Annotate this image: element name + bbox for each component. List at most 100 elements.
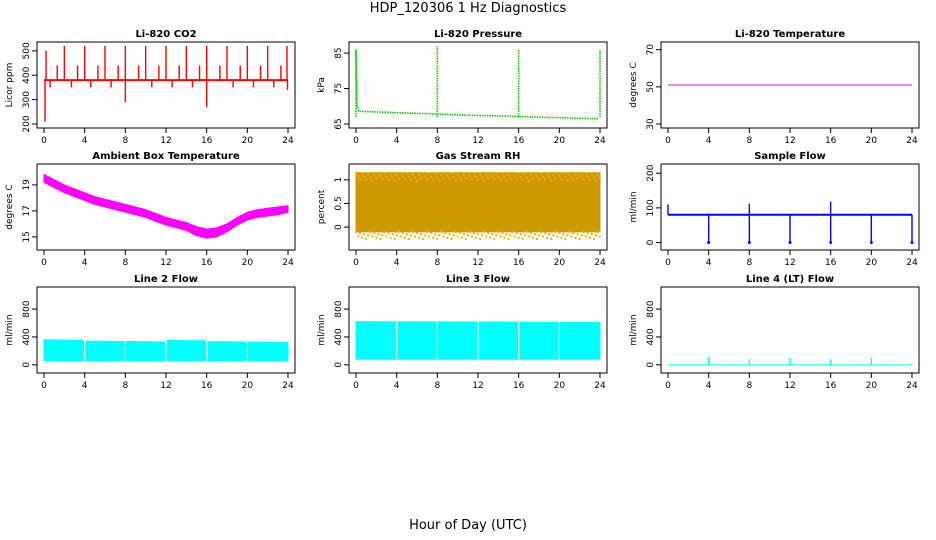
rh-dot — [377, 171, 380, 174]
x-tick-label: 4 — [706, 258, 712, 268]
panel-sample_flow: Sample Flow ml/min 0 4 8 12 16 20 24 0 100 200 — [629, 151, 920, 268]
rh-dot — [377, 233, 380, 236]
rh-dot — [356, 235, 360, 238]
panel-title: Line 3 Flow — [446, 274, 510, 285]
x-tick-label: 12 — [160, 258, 171, 268]
rh-dot — [491, 174, 494, 177]
rh-dot — [413, 235, 417, 238]
rh-dot — [442, 235, 445, 238]
rh-dot — [562, 233, 565, 236]
rh-dot — [515, 231, 518, 235]
rh-dot — [354, 171, 358, 174]
rh-dot — [422, 171, 425, 174]
rh-dot — [438, 234, 441, 237]
rh-dot — [422, 237, 425, 241]
rh-dot — [501, 231, 504, 235]
rh-dot — [572, 179, 575, 182]
x-tick-label: 16 — [201, 381, 213, 391]
y-axis-label: ml/min — [629, 191, 639, 222]
rh-dot — [487, 177, 490, 180]
x-tick-label: 8 — [746, 258, 752, 268]
rh-dot — [533, 233, 537, 236]
x-tick-label: 4 — [706, 136, 712, 146]
rh-dot — [472, 172, 476, 175]
rh-dot — [383, 230, 386, 233]
panel-title: Li-820 Pressure — [434, 29, 522, 40]
rh-dot — [405, 172, 408, 175]
rh-dot — [529, 173, 532, 177]
x-tick-label: 16 — [201, 258, 213, 268]
rh-dot — [550, 179, 553, 182]
rh-dot — [580, 174, 583, 177]
panel-rh: Gas Stream RH percent 0 4 8 12 16 20 24 0 0.5 1 — [317, 151, 608, 268]
rh-dot — [586, 231, 589, 235]
rh-dot — [415, 231, 419, 235]
rh-dot — [497, 175, 500, 178]
rh-dot — [519, 175, 522, 178]
panel-line4: Line 4 (LT) Flow ml/min 0 4 8 12 16 20 24 0 400 800 — [629, 274, 920, 391]
y-tick-label: 70 — [646, 44, 656, 56]
rh-dot — [493, 237, 496, 241]
y-tick-label: 65 — [334, 118, 344, 129]
rh-dot — [470, 177, 473, 181]
panel-title: Line 4 (LT) Flow — [746, 274, 834, 285]
rh-dot — [385, 175, 388, 178]
y-tick-label: 85 — [334, 47, 344, 58]
rh-dot — [407, 175, 410, 178]
y-tick-label: 400 — [334, 328, 344, 345]
x-tick-label: 16 — [513, 258, 525, 268]
rh-dot — [556, 171, 559, 174]
x-tick-label: 20 — [242, 258, 254, 268]
rh-dot — [363, 233, 366, 236]
rh-dot — [474, 236, 478, 239]
rh-dot — [541, 175, 545, 178]
y-tick-label: 0 — [22, 362, 32, 368]
rh-dot — [417, 173, 421, 177]
rh-dot — [456, 235, 459, 238]
rh-dot — [590, 233, 593, 236]
x-tick-label: 4 — [82, 381, 88, 391]
rh-dot — [454, 230, 457, 233]
rh-dot — [507, 237, 510, 241]
rh-dot — [460, 179, 463, 182]
rh-dot — [369, 230, 372, 233]
rh-dot — [566, 234, 569, 237]
x-tick-label: 24 — [282, 258, 294, 268]
rh-dot — [483, 230, 486, 233]
rh-dot — [375, 177, 378, 180]
x-tick-label: 4 — [82, 258, 88, 268]
rh-dot — [367, 234, 370, 237]
rh-dot — [556, 235, 559, 238]
rh-dot — [521, 237, 524, 241]
rh-dot — [594, 179, 598, 182]
rh-dot — [472, 231, 476, 235]
rh-dot — [369, 176, 372, 179]
rh-dot — [361, 172, 364, 175]
rh-dot — [592, 237, 596, 241]
x-tick-label: 12 — [472, 136, 483, 146]
spike-point — [869, 241, 873, 245]
y-tick-label: 30 — [646, 118, 656, 130]
rh-dot — [586, 175, 589, 178]
rh-dot — [426, 177, 429, 181]
rh-dot — [430, 231, 433, 235]
rh-dot — [489, 236, 492, 239]
x-tick-label: 24 — [282, 136, 294, 146]
rh-dot — [419, 177, 423, 180]
rh-dot — [462, 173, 465, 177]
x-tick-label: 0 — [41, 258, 47, 268]
y-axis-label: ml/min — [5, 314, 15, 345]
rh-dot — [517, 172, 520, 175]
x-tick-label: 24 — [906, 381, 918, 391]
rh-dot — [411, 173, 415, 176]
rh-dot — [460, 236, 463, 239]
rh-dot — [436, 237, 439, 241]
rh-dot — [568, 173, 571, 176]
x-tick-label: 20 — [554, 136, 566, 146]
panel-title: Line 2 Flow — [134, 274, 198, 285]
y-tick-label: 100 — [646, 199, 656, 216]
y-tick-label: 0 — [334, 362, 344, 368]
y-axis-label: kPa — [317, 77, 327, 93]
rh-dot — [527, 235, 530, 238]
y-tick-label: 0 — [646, 362, 656, 368]
